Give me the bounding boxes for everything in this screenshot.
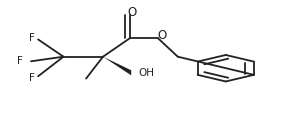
Text: O: O (158, 29, 167, 42)
Text: F: F (29, 33, 35, 43)
Text: O: O (127, 6, 137, 19)
Text: F: F (17, 56, 23, 66)
Polygon shape (103, 57, 131, 75)
Text: OH: OH (139, 68, 155, 78)
Text: F: F (29, 73, 35, 83)
